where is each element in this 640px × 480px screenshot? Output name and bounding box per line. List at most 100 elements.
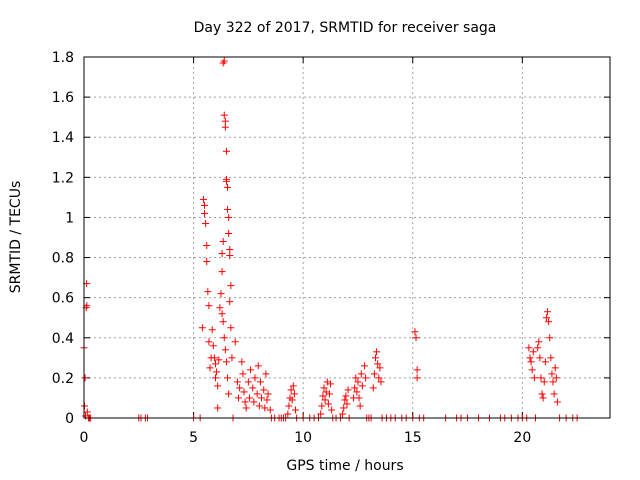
data-point <box>219 318 227 326</box>
data-point <box>362 374 370 382</box>
data-point <box>370 370 378 378</box>
data-point <box>227 324 235 332</box>
data-point <box>342 392 350 400</box>
data-point <box>216 304 224 312</box>
data-point <box>240 388 248 396</box>
data-point <box>258 394 266 402</box>
y-tick-label: 1 <box>65 210 74 226</box>
data-point <box>375 374 383 382</box>
data-point <box>218 250 226 258</box>
y-tick-label: 0.2 <box>52 371 74 387</box>
data-point <box>266 406 274 414</box>
data-point <box>210 354 218 362</box>
data-point <box>235 394 243 402</box>
data-point <box>264 390 272 398</box>
data-point <box>201 209 209 217</box>
data-point <box>354 378 362 386</box>
data-point <box>344 386 352 394</box>
data-point <box>527 358 535 366</box>
data-point <box>254 362 262 370</box>
data-point <box>288 396 296 404</box>
data-point <box>250 398 258 406</box>
data-point <box>225 390 233 398</box>
data-points <box>80 57 581 422</box>
data-point <box>538 390 546 398</box>
data-point <box>238 358 246 366</box>
data-point <box>204 288 212 296</box>
data-point <box>221 117 229 125</box>
data-point <box>535 338 543 346</box>
data-point <box>369 384 377 392</box>
data-point <box>287 386 295 394</box>
data-point <box>83 408 91 416</box>
data-point <box>356 402 364 410</box>
data-point <box>202 219 210 227</box>
data-point <box>212 374 219 382</box>
data-point <box>199 195 207 203</box>
data-point <box>233 378 241 386</box>
data-point <box>361 362 369 370</box>
data-point <box>377 378 385 386</box>
data-point <box>341 396 349 404</box>
data-point <box>413 366 421 374</box>
data-point <box>214 382 222 390</box>
data-point <box>551 364 559 372</box>
data-point <box>536 354 544 362</box>
data-point <box>291 406 299 414</box>
data-point <box>544 308 552 316</box>
y-tick-label: 0 <box>65 411 74 427</box>
data-point <box>83 302 91 310</box>
data-point <box>352 374 360 382</box>
data-point <box>201 201 209 209</box>
data-point <box>205 338 213 346</box>
data-point <box>355 394 363 402</box>
data-point <box>203 242 211 250</box>
data-point <box>221 346 229 354</box>
data-point <box>222 177 230 185</box>
data-point <box>218 310 226 318</box>
data-point <box>212 360 219 368</box>
y-tick-label: 1.8 <box>52 50 74 66</box>
y-tick-label: 1.6 <box>52 90 74 106</box>
data-point <box>541 358 549 366</box>
data-point <box>374 360 382 368</box>
data-point <box>213 368 221 376</box>
x-axis-title: GPS time / hours <box>286 458 403 474</box>
data-point <box>209 342 217 350</box>
data-point <box>545 318 553 326</box>
data-point <box>357 370 365 378</box>
data-point <box>244 378 252 386</box>
data-point <box>325 390 333 398</box>
data-point <box>208 326 216 334</box>
y-tick-label: 0.6 <box>52 291 74 307</box>
x-tick-label: 0 <box>80 430 89 446</box>
data-point <box>371 354 379 362</box>
data-point <box>284 410 292 418</box>
data-point <box>253 390 261 398</box>
data-point <box>226 252 234 260</box>
data-point <box>317 410 325 418</box>
data-point <box>214 404 222 412</box>
data-point <box>546 334 554 342</box>
data-point <box>256 378 264 386</box>
y-tick-label: 1.4 <box>52 130 74 146</box>
data-point <box>339 410 347 418</box>
data-point <box>236 384 244 392</box>
data-point <box>343 400 351 408</box>
x-tick-label: 10 <box>294 430 312 446</box>
data-point <box>226 246 234 254</box>
data-point <box>255 402 263 410</box>
data-point <box>222 147 230 155</box>
data-point <box>260 386 268 394</box>
data-point <box>227 282 235 290</box>
data-point <box>290 390 298 398</box>
data-point <box>540 378 548 386</box>
data-point <box>526 354 534 362</box>
data-point <box>224 183 232 191</box>
data-point <box>220 57 228 65</box>
data-point <box>231 338 239 346</box>
data-point <box>373 348 381 356</box>
data-point <box>547 354 555 362</box>
data-point <box>376 364 384 372</box>
data-point <box>217 290 225 298</box>
